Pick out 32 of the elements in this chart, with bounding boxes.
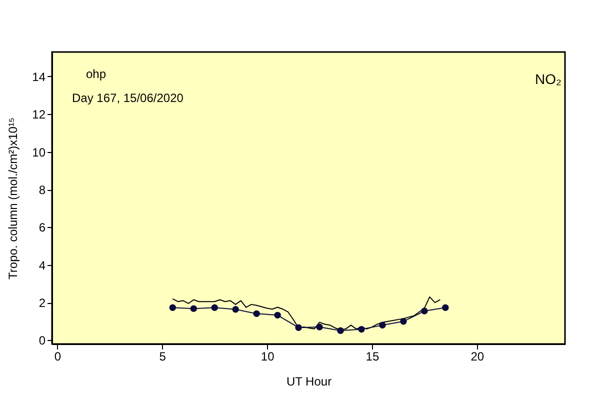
point xyxy=(295,324,302,331)
point xyxy=(274,312,281,319)
y-tick-label: 14 xyxy=(32,70,46,84)
x-axis-title: UT Hour xyxy=(286,374,332,388)
annotation: Day 167, 15/06/2020 xyxy=(72,91,184,105)
point xyxy=(337,327,344,334)
annotation: NO₂ xyxy=(535,71,562,87)
point xyxy=(316,324,323,330)
point xyxy=(358,326,365,333)
point xyxy=(232,306,239,313)
y-tick-label: 2 xyxy=(38,296,46,310)
y-tick-label: 10 xyxy=(32,145,46,160)
x-tick-label: 0 xyxy=(54,350,62,364)
point xyxy=(400,318,407,325)
point xyxy=(253,310,260,318)
x-tick-label: 20 xyxy=(470,350,484,364)
annotation: ohp xyxy=(86,67,106,81)
x-tick-label: 15 xyxy=(366,350,380,364)
point xyxy=(379,322,386,329)
point xyxy=(190,305,197,312)
y-tick-label: 4 xyxy=(38,258,46,272)
y-tick-label: 12 xyxy=(32,108,46,122)
x-tick-label: 10 xyxy=(260,350,275,364)
y-tick-label: 8 xyxy=(38,183,46,198)
y-axis-title: Tropo. column (mol./cm²)x10¹⁵ xyxy=(6,118,20,280)
y-tick-label: 6 xyxy=(38,220,46,235)
y-tick-label: 0 xyxy=(38,334,46,348)
point xyxy=(442,304,449,311)
point xyxy=(421,308,428,314)
point xyxy=(211,304,218,311)
point xyxy=(169,304,176,311)
x-tick-label: 5 xyxy=(159,350,166,364)
